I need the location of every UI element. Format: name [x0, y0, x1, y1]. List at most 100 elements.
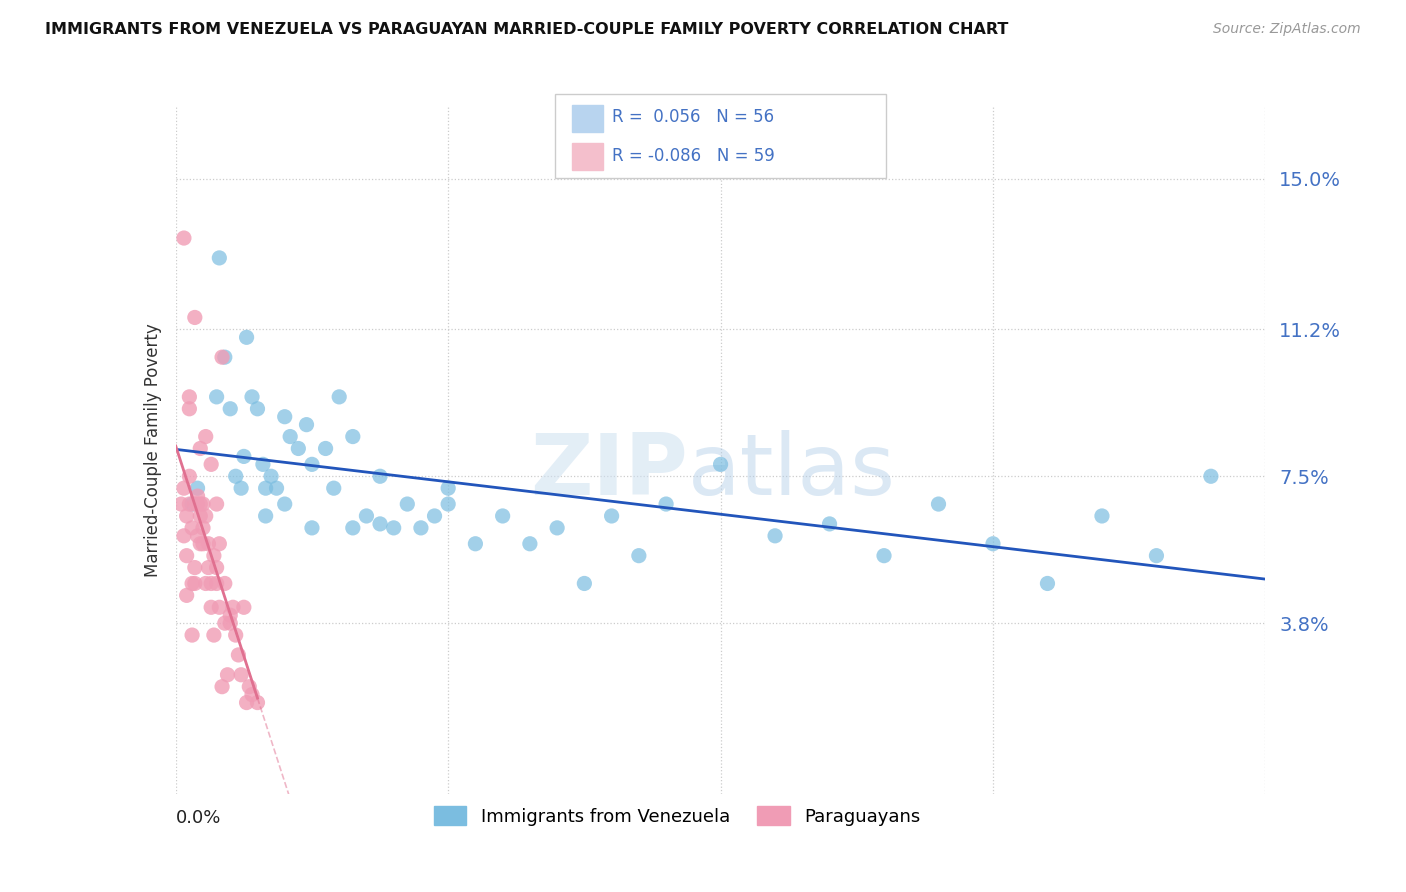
- Point: [301, 521, 323, 535]
- Text: atlas: atlas: [688, 430, 896, 513]
- Point: [1036, 576, 1059, 591]
- Point: [232, 450, 254, 464]
- Point: [396, 497, 419, 511]
- Point: [254, 508, 277, 523]
- Point: [194, 508, 217, 523]
- Point: [184, 310, 207, 325]
- Point: [655, 497, 678, 511]
- Point: [423, 508, 446, 523]
- Point: [238, 680, 260, 694]
- Text: 0.0%: 0.0%: [176, 809, 221, 827]
- Point: [710, 458, 733, 472]
- Point: [1199, 469, 1222, 483]
- Point: [186, 529, 209, 543]
- Point: [240, 688, 263, 702]
- Legend: Immigrants from Venezuela, Paraguayans: Immigrants from Venezuela, Paraguayans: [426, 799, 928, 833]
- Point: [356, 508, 378, 523]
- Point: [246, 401, 269, 416]
- Point: [176, 588, 198, 602]
- Point: [254, 481, 277, 495]
- Point: [194, 576, 217, 591]
- Point: [1091, 508, 1114, 523]
- Point: [546, 521, 568, 535]
- Point: [368, 516, 391, 531]
- Point: [205, 560, 228, 574]
- Point: [186, 481, 209, 495]
- Point: [382, 521, 405, 535]
- Text: R = -0.086   N = 59: R = -0.086 N = 59: [612, 146, 775, 164]
- Point: [191, 497, 214, 511]
- Point: [181, 628, 204, 642]
- Point: [202, 549, 225, 563]
- Point: [287, 442, 309, 456]
- Point: [181, 521, 204, 535]
- Point: [295, 417, 318, 432]
- Point: [492, 508, 515, 523]
- Point: [231, 481, 253, 495]
- Text: Source: ZipAtlas.com: Source: ZipAtlas.com: [1213, 22, 1361, 37]
- Point: [214, 576, 236, 591]
- Text: IMMIGRANTS FROM VENEZUELA VS PARAGUAYAN MARRIED-COUPLE FAMILY POVERTY CORRELATIO: IMMIGRANTS FROM VENEZUELA VS PARAGUAYAN …: [45, 22, 1008, 37]
- Point: [240, 390, 263, 404]
- Point: [214, 350, 236, 364]
- Point: [205, 390, 228, 404]
- Point: [232, 600, 254, 615]
- Point: [200, 576, 222, 591]
- Point: [600, 508, 623, 523]
- Point: [184, 497, 207, 511]
- Point: [252, 458, 274, 472]
- Point: [188, 497, 211, 511]
- Point: [188, 442, 211, 456]
- Point: [464, 537, 486, 551]
- Point: [179, 497, 201, 511]
- Point: [197, 537, 219, 551]
- Point: [179, 469, 201, 483]
- Point: [173, 481, 195, 495]
- Point: [191, 521, 214, 535]
- Point: [266, 481, 288, 495]
- Text: R =  0.056   N = 56: R = 0.056 N = 56: [612, 109, 773, 127]
- Y-axis label: Married-Couple Family Poverty: Married-Couple Family Poverty: [143, 324, 162, 577]
- Point: [217, 667, 239, 681]
- Point: [981, 537, 1004, 551]
- Point: [315, 442, 337, 456]
- Point: [179, 390, 201, 404]
- Point: [342, 521, 364, 535]
- Point: [214, 616, 236, 631]
- Point: [200, 458, 222, 472]
- Point: [437, 497, 460, 511]
- Point: [208, 251, 231, 265]
- Point: [184, 560, 207, 574]
- Point: [194, 429, 217, 443]
- Point: [173, 231, 195, 245]
- Point: [176, 508, 198, 523]
- Point: [274, 409, 297, 424]
- Point: [763, 529, 786, 543]
- Point: [186, 497, 209, 511]
- Point: [173, 529, 195, 543]
- Point: [328, 390, 350, 404]
- Point: [368, 469, 391, 483]
- Point: [225, 628, 247, 642]
- Point: [181, 576, 204, 591]
- Point: [200, 600, 222, 615]
- Point: [235, 696, 257, 710]
- Point: [928, 497, 950, 511]
- Point: [219, 401, 242, 416]
- Point: [219, 608, 242, 623]
- Point: [188, 537, 211, 551]
- Point: [225, 469, 247, 483]
- Text: ZIP: ZIP: [530, 430, 688, 513]
- Point: [301, 458, 323, 472]
- Point: [873, 549, 896, 563]
- Point: [1144, 549, 1167, 563]
- Point: [208, 600, 231, 615]
- Point: [260, 469, 283, 483]
- Point: [208, 537, 231, 551]
- Point: [627, 549, 650, 563]
- Point: [176, 549, 198, 563]
- Point: [188, 508, 211, 523]
- Point: [437, 481, 460, 495]
- Point: [818, 516, 841, 531]
- Point: [574, 576, 596, 591]
